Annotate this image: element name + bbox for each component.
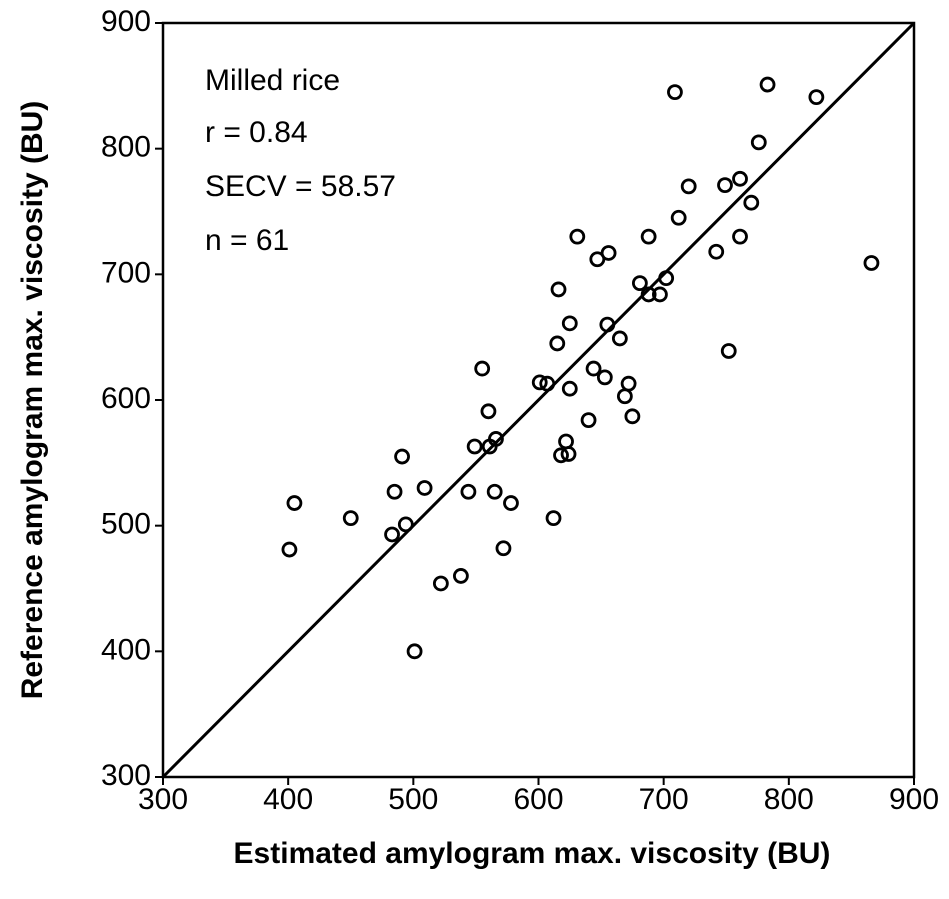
- scatter-point: [616, 388, 633, 405]
- y-tick-label: 800: [101, 131, 151, 164]
- x-tick-label: 700: [639, 783, 689, 816]
- scatter-point: [394, 448, 410, 465]
- scatter-point: [531, 374, 548, 391]
- scatter-point: [717, 177, 733, 194]
- scatter-point: [808, 89, 825, 106]
- scatter-point: [560, 446, 577, 462]
- scatter-point: [545, 510, 562, 527]
- scatter-point: [550, 281, 567, 298]
- scatter-point: [670, 209, 687, 226]
- x-tick-label: 600: [513, 783, 563, 816]
- identity-line: [161, 21, 916, 779]
- y-tick-label: 300: [101, 759, 151, 792]
- scatter-point: [759, 76, 776, 93]
- scatter-point: [342, 510, 359, 527]
- scatter-point: [708, 243, 725, 260]
- x-tick-label: 400: [263, 783, 313, 816]
- scatter-point: [640, 228, 657, 245]
- scatter-point: [488, 431, 504, 447]
- scatter-point: [620, 375, 637, 392]
- annotation: SECV = 58.57: [205, 170, 396, 203]
- scatter-point: [863, 255, 880, 271]
- scatter-point: [640, 286, 657, 303]
- x-tick-label: 800: [764, 783, 814, 816]
- scatter-point: [720, 343, 737, 359]
- scatter-point: [680, 178, 697, 195]
- scatter-point: [386, 483, 403, 500]
- scatter-point: [596, 369, 613, 386]
- y-axis-title: Reference amylogram max. viscosity (BU): [16, 101, 49, 700]
- scatter-point: [474, 360, 491, 377]
- scatter-point: [452, 568, 469, 584]
- scatter-point: [286, 495, 303, 511]
- scatter-point: [569, 228, 586, 245]
- scatter-point: [732, 228, 748, 245]
- y-tick-label: 500: [101, 508, 151, 541]
- y-tick-label: 400: [101, 633, 151, 666]
- scatter-point: [561, 315, 578, 332]
- scatter-point: [658, 270, 675, 287]
- scatter-point: [732, 170, 748, 187]
- x-axis-title: Estimated amylogram max. viscosity (BU): [234, 837, 831, 870]
- scatter-point: [611, 330, 628, 347]
- y-tick-label: 900: [101, 5, 151, 38]
- scatter-point: [466, 438, 483, 455]
- scatter-point: [631, 275, 648, 292]
- annotation: Milled rice: [205, 64, 340, 97]
- x-tick-label: 500: [388, 783, 438, 816]
- x-tick-label: 300: [138, 783, 188, 816]
- scatter-point: [486, 483, 503, 500]
- annotation: n = 61: [205, 224, 289, 257]
- scatter-point: [580, 412, 597, 429]
- scatter-point: [561, 380, 578, 397]
- scatter-point: [558, 433, 574, 450]
- scatter-point: [432, 575, 449, 592]
- x-tick-label: 900: [889, 783, 939, 816]
- scatter-point: [553, 447, 569, 464]
- scatter-point: [495, 540, 512, 557]
- scatter-point: [281, 541, 298, 558]
- scatter-point: [460, 483, 477, 500]
- annotation: r = 0.84: [205, 116, 308, 149]
- scatter-point: [397, 516, 414, 533]
- scatter-point: [480, 403, 497, 420]
- scatter-point: [384, 526, 400, 543]
- scatter-point: [539, 375, 556, 392]
- scatter-point: [624, 408, 641, 425]
- scatter-point: [585, 360, 602, 377]
- scatter-point: [750, 134, 767, 151]
- scatter-point: [652, 286, 668, 303]
- scatter-point: [503, 495, 519, 511]
- scatter-point: [416, 480, 433, 496]
- scatter-point: [600, 245, 617, 261]
- y-tick-label: 700: [101, 256, 151, 289]
- scatter-point: [667, 84, 683, 101]
- scatter-point: [406, 643, 423, 660]
- scatter-point: [743, 194, 760, 211]
- scatter-point: [549, 335, 566, 352]
- y-tick-label: 600: [101, 382, 151, 415]
- scatter-point: [599, 316, 616, 333]
